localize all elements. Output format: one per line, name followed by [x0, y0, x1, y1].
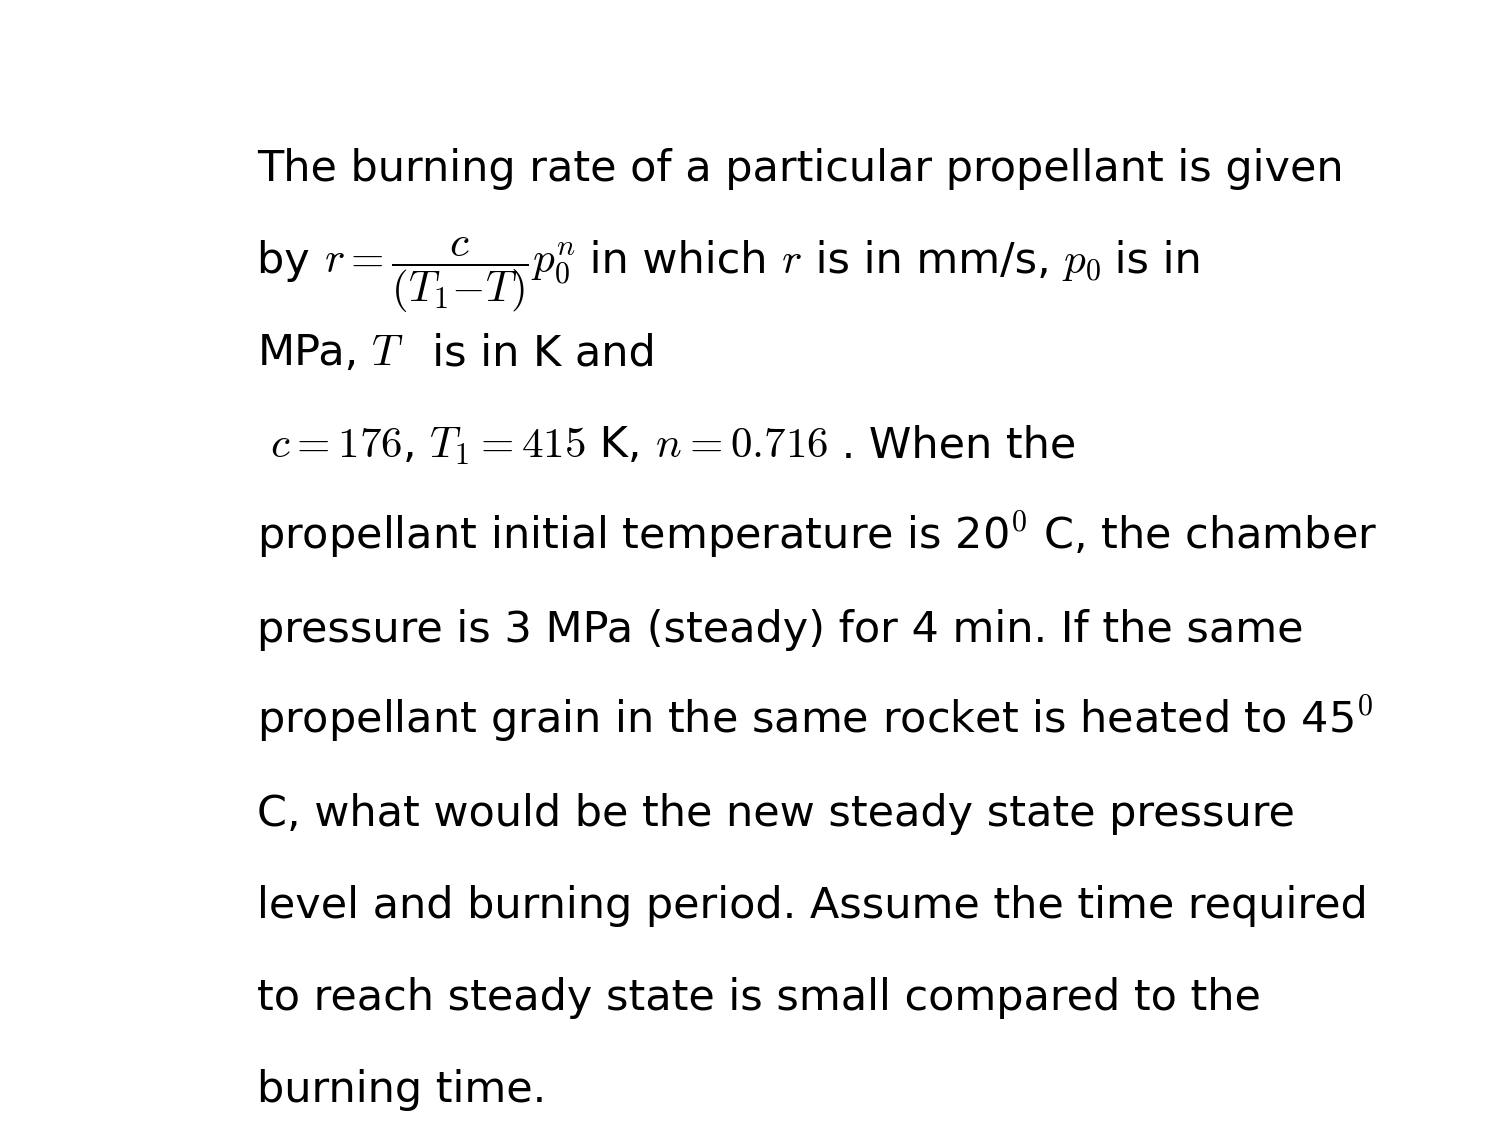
Text: is in: is in: [1101, 239, 1202, 282]
Text: propellant initial temperature is 20$^0$ C, the chamber: propellant initial temperature is 20$^0$…: [258, 510, 1377, 561]
Text: in which: in which: [576, 239, 782, 282]
Text: $r$: $r$: [782, 239, 801, 282]
Text: K,: K,: [586, 424, 642, 466]
Text: propellant grain in the same rocket is heated to 45$^0$: propellant grain in the same rocket is h…: [258, 694, 1374, 746]
Text: $n = 0.716$: $n = 0.716$: [642, 424, 828, 466]
Text: $p_0$: $p_0$: [1050, 241, 1101, 283]
Text: $T$: $T$: [358, 332, 405, 374]
Text: by: by: [258, 239, 324, 282]
Text: MPa,: MPa,: [258, 332, 358, 374]
Text: is in mm/s,: is in mm/s,: [801, 239, 1050, 282]
Text: C, what would be the new steady state pressure: C, what would be the new steady state pr…: [258, 793, 1294, 834]
Text: $r = \dfrac{c}{(T_1{-}T)}p_0^n$: $r = \dfrac{c}{(T_1{-}T)}p_0^n$: [324, 236, 576, 315]
Text: level and burning period. Assume the time required: level and burning period. Assume the tim…: [258, 885, 1368, 927]
Text: $c = 176$: $c = 176$: [258, 424, 404, 466]
Text: $T_1 = 415$: $T_1 = 415$: [417, 424, 586, 466]
Text: . When the: . When the: [828, 424, 1076, 466]
Text: pressure is 3 MPa (steady) for 4 min. If the same: pressure is 3 MPa (steady) for 4 min. If…: [258, 609, 1304, 651]
Text: is in K and: is in K and: [405, 332, 656, 374]
Text: ,: ,: [404, 424, 417, 466]
Text: burning time.: burning time.: [258, 1069, 546, 1112]
Text: to reach steady state is small compared to the: to reach steady state is small compared …: [258, 977, 1262, 1019]
Text: The burning rate of a particular propellant is given: The burning rate of a particular propell…: [258, 148, 1344, 189]
